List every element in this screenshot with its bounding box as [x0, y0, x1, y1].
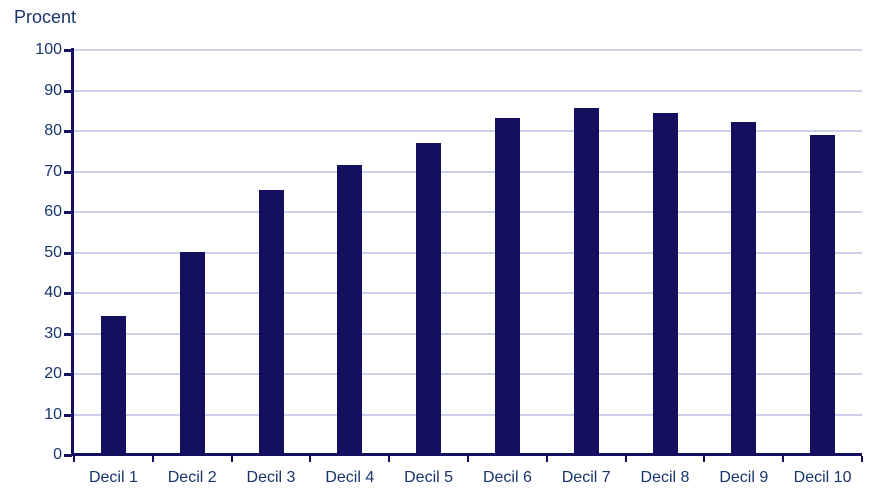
gridline	[74, 292, 862, 294]
y-axis-tick	[64, 211, 72, 214]
x-axis-line	[71, 453, 862, 456]
x-axis-tick	[782, 456, 785, 462]
gridline	[74, 332, 862, 335]
y-axis-tick	[64, 292, 72, 295]
y-axis-tick	[64, 373, 72, 376]
x-axis-category-label: Decil 7	[561, 469, 611, 486]
x-axis-tick	[624, 456, 627, 462]
x-axis-tick	[230, 456, 233, 462]
y-axis-tick-label: 80	[44, 122, 62, 139]
bar	[731, 121, 757, 455]
x-axis-tick	[703, 456, 706, 462]
gridline	[74, 211, 862, 213]
y-axis-unit-title: Procent	[14, 7, 77, 27]
gridline	[74, 49, 862, 51]
x-axis-tick	[467, 456, 469, 462]
y-axis-tick-label: 30	[44, 324, 62, 342]
y-axis-tick-label: 70	[44, 162, 62, 180]
bar	[258, 190, 284, 455]
gridline	[74, 89, 862, 92]
y-axis-tick-label: 50	[44, 243, 62, 261]
bar	[179, 252, 205, 455]
x-axis-tick	[73, 456, 75, 462]
x-axis-tick	[545, 456, 548, 462]
y-axis-tick	[64, 332, 72, 336]
y-axis-tick	[64, 89, 72, 93]
y-axis-tick-label: 60	[44, 203, 62, 220]
y-axis-tick	[64, 413, 72, 417]
x-axis-tick	[861, 456, 863, 462]
y-axis-tick-label: 10	[44, 405, 62, 423]
y-axis-tick-label: 0	[53, 446, 62, 463]
y-axis-tick	[64, 454, 72, 457]
y-axis-tick-label: 20	[44, 365, 62, 382]
gridline	[74, 130, 862, 132]
y-axis-tick	[64, 49, 72, 52]
x-axis-category-label: Decil 10	[793, 469, 852, 486]
y-axis-line	[71, 48, 74, 456]
y-axis-tick-label: 40	[44, 284, 62, 301]
x-axis-category-label: Decil 6	[482, 469, 532, 486]
x-axis-category-label: Decil 9	[719, 469, 769, 486]
x-axis-tick	[309, 456, 312, 462]
y-axis-tick	[64, 170, 72, 174]
x-axis-tick	[151, 456, 154, 462]
gridline	[74, 170, 862, 173]
bar	[337, 165, 363, 455]
x-axis-category-label: Decil 8	[640, 469, 690, 486]
bar	[100, 316, 126, 455]
bar	[416, 143, 442, 455]
bar	[810, 135, 836, 455]
x-axis-category-label: Decil 3	[246, 469, 296, 486]
gridline	[74, 251, 862, 254]
bar	[652, 112, 678, 455]
y-axis-tick-label: 90	[44, 81, 62, 99]
gridline	[74, 373, 862, 375]
x-axis-category-label: Decil 2	[167, 469, 217, 486]
y-axis-tick	[64, 130, 72, 133]
bar	[494, 118, 520, 455]
gridline	[74, 413, 862, 416]
y-axis-tick	[64, 251, 72, 255]
y-axis-tick-label: 100	[35, 41, 62, 58]
x-axis-tick	[388, 456, 391, 462]
x-axis-category-label: Decil 5	[404, 469, 454, 486]
bar	[573, 108, 599, 455]
x-axis-category-label: Decil 4	[325, 469, 375, 486]
x-axis-category-label: Decil 1	[88, 469, 138, 486]
